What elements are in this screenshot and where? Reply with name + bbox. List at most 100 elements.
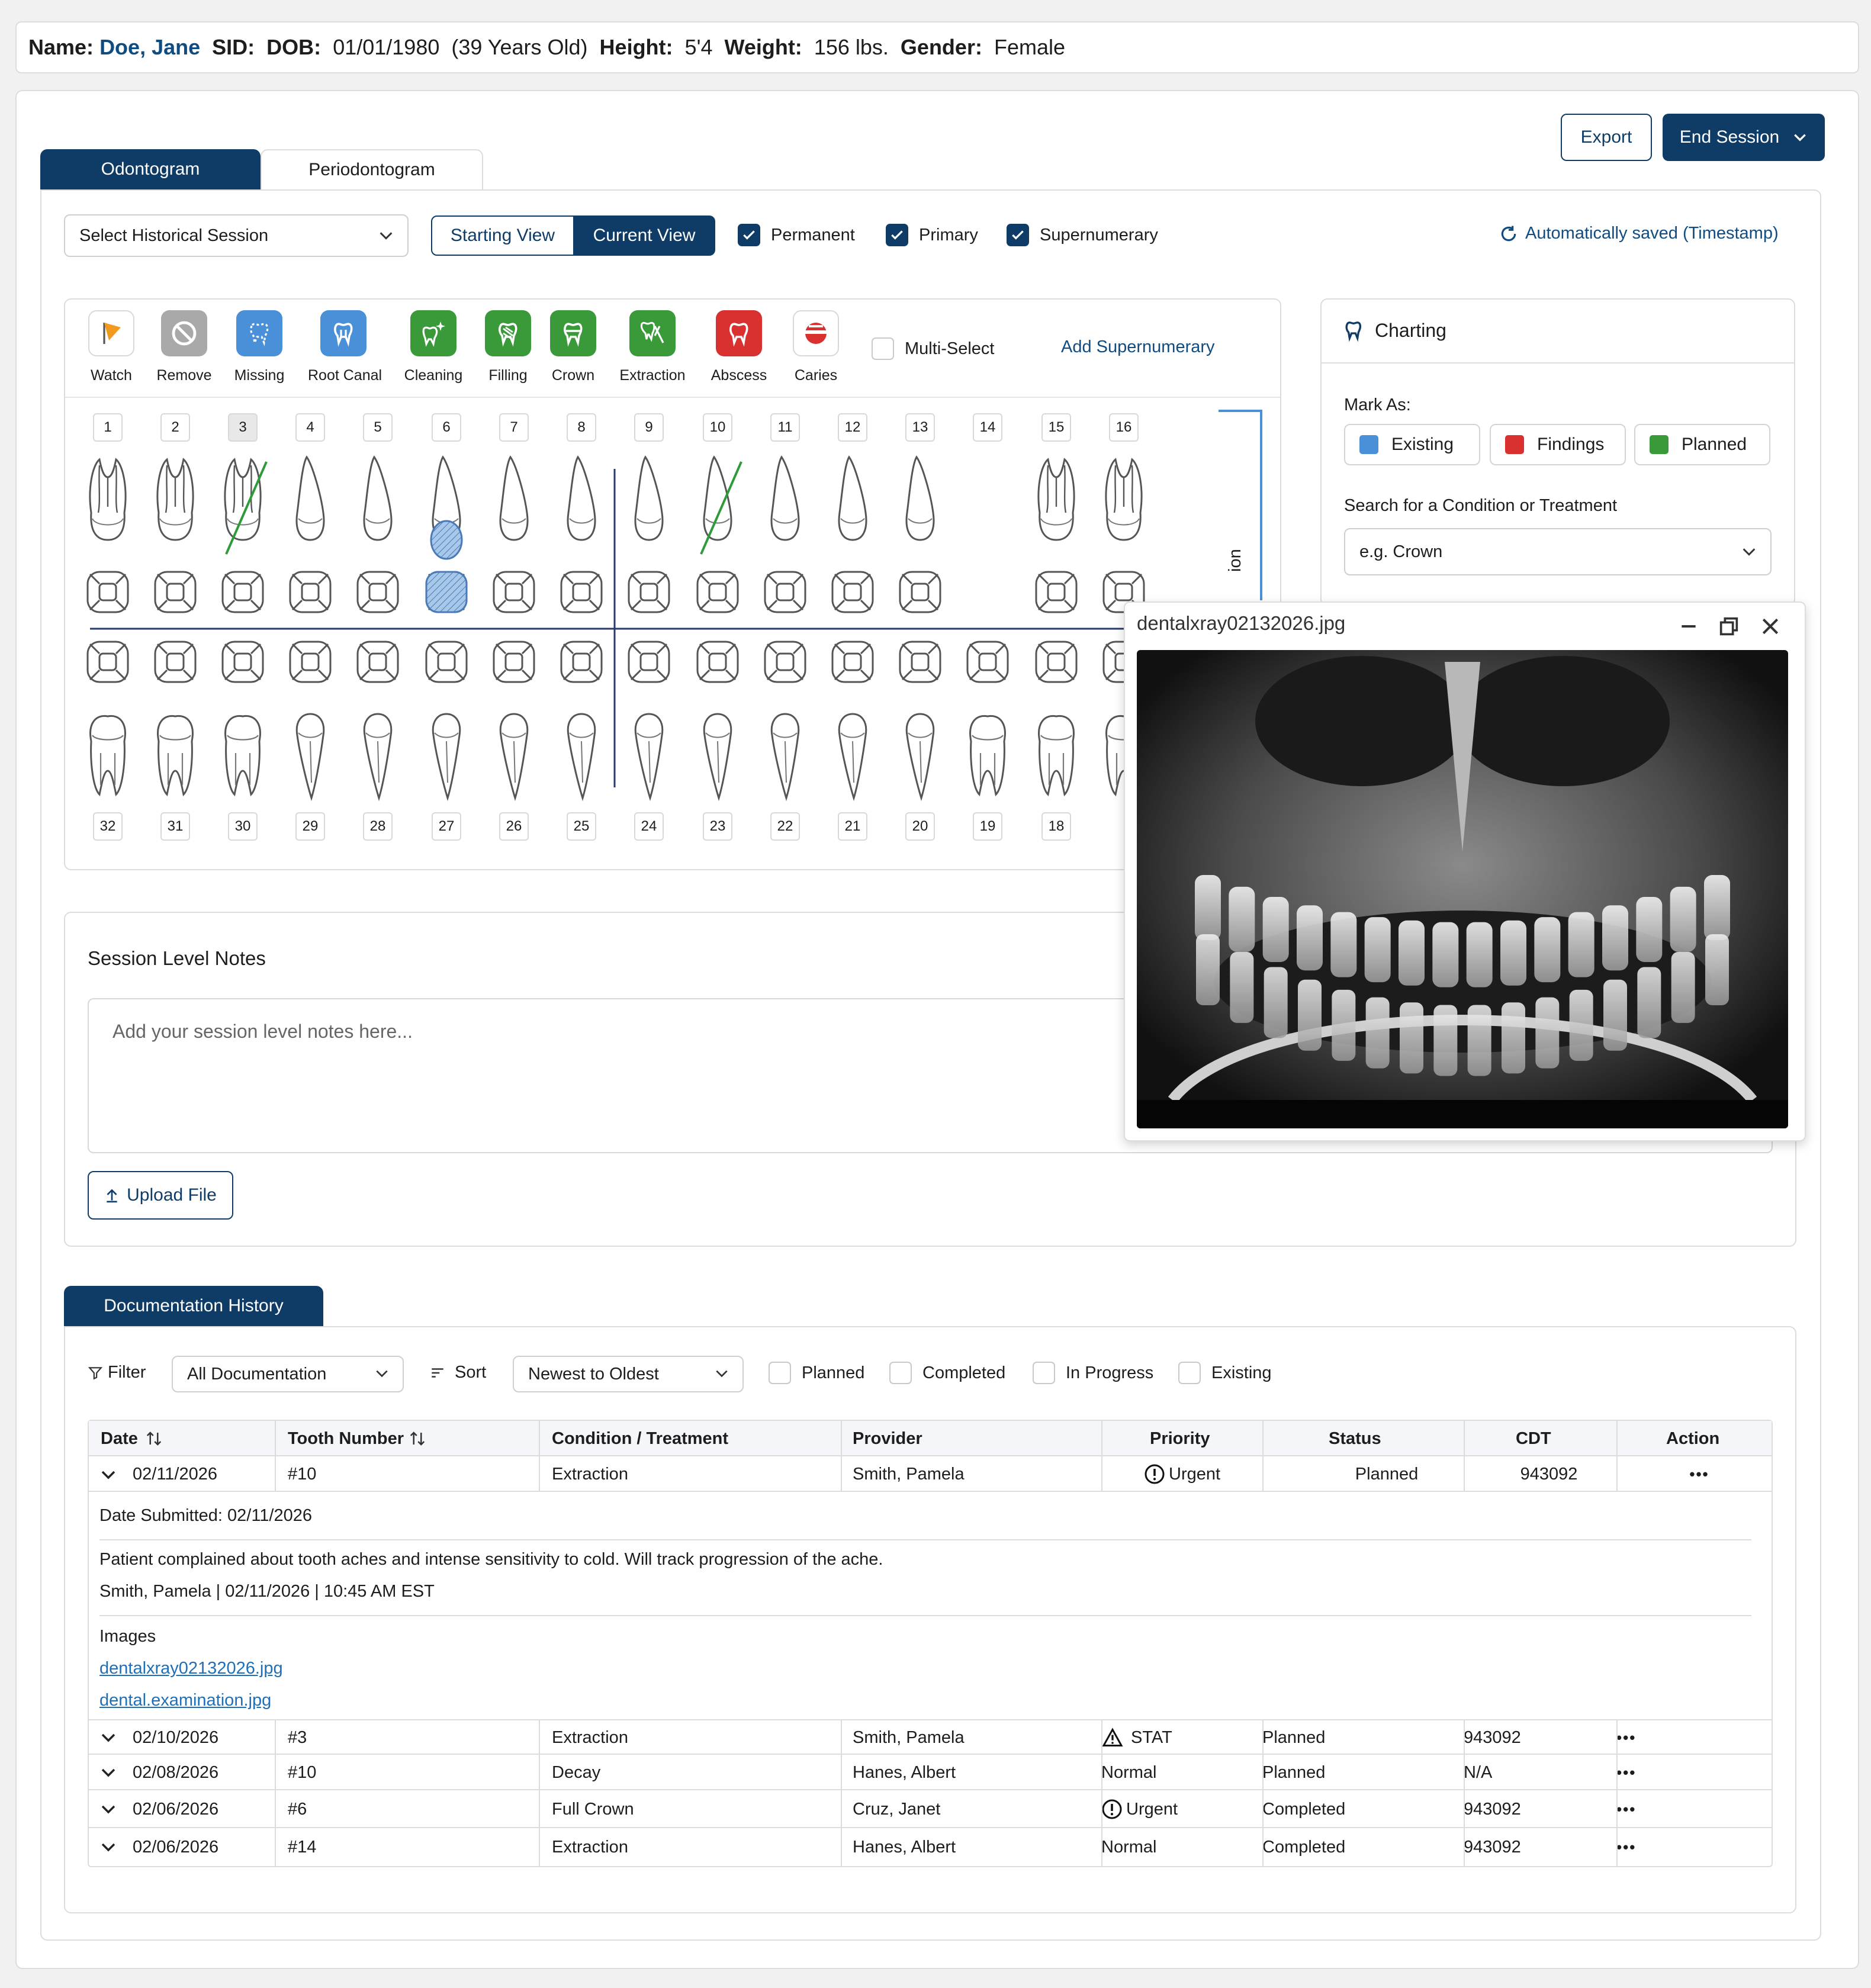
column-tooth-number[interactable]: Tooth Number [288, 1421, 426, 1456]
tooth-24[interactable] [634, 713, 664, 799]
tooth-15[interactable] [1037, 458, 1075, 541]
tool-abscess[interactable]: Abscess [703, 310, 774, 384]
tooth-8[interactable] [567, 456, 596, 541]
tooth-number-28[interactable]: 28 [363, 812, 393, 841]
tab-odontogram[interactable]: Odontogram [40, 149, 261, 189]
tool-remove[interactable]: Remove [149, 310, 220, 384]
tooth-20[interactable] [905, 713, 935, 799]
tooth-22[interactable] [770, 713, 800, 799]
tooth-surface-8[interactable] [560, 571, 603, 613]
tooth-28[interactable] [363, 713, 393, 799]
tooth-number-19[interactable]: 19 [973, 812, 1002, 841]
supernumerary-checkbox[interactable]: Supernumerary [1007, 224, 1158, 246]
filter-planned-checkbox[interactable]: Planned [769, 1362, 864, 1384]
tooth-surface-18[interactable] [1035, 641, 1078, 683]
maximize-icon[interactable] [1717, 615, 1741, 638]
tooth-number-14[interactable]: 14 [973, 413, 1002, 442]
tab-documentation-history[interactable]: Documentation History [64, 1286, 323, 1326]
row-action-menu[interactable]: ••• [1689, 1465, 1709, 1483]
tool-crown[interactable]: Crown [538, 310, 609, 384]
table-row[interactable]: 02/11/2026 #10 Extraction Smith, Pamela … [89, 1456, 1772, 1492]
sort-control[interactable]: Sort [429, 1363, 486, 1382]
tooth-surface-25[interactable] [560, 641, 603, 683]
tooth-surface-5[interactable] [356, 571, 399, 613]
tooth-surface-15[interactable] [1035, 571, 1078, 613]
tooth-9[interactable] [634, 456, 664, 541]
tooth-number-5[interactable]: 5 [363, 413, 393, 442]
tooth-surface-10[interactable] [696, 571, 739, 613]
tooth-3[interactable] [224, 458, 262, 541]
tooth-1[interactable] [89, 458, 127, 541]
add-supernumerary-link[interactable]: Add Supernumerary [1061, 337, 1215, 356]
tooth-surface-3[interactable] [221, 571, 264, 613]
tooth-surface-13[interactable] [899, 571, 941, 613]
tooth-7[interactable] [499, 456, 529, 541]
filter-completed-checkbox[interactable]: Completed [889, 1362, 1005, 1384]
tooth-number-27[interactable]: 27 [432, 812, 461, 841]
tooth-number-32[interactable]: 32 [93, 812, 123, 841]
tooth-surface-11[interactable] [764, 571, 806, 613]
tooth-surface-24[interactable] [628, 641, 670, 683]
tooth-surface-29[interactable] [289, 641, 332, 683]
tooth-29[interactable] [295, 713, 325, 799]
tooth-number-1[interactable]: 1 [93, 413, 123, 442]
tooth-number-16[interactable]: 16 [1109, 413, 1139, 442]
tool-extraction[interactable]: Extraction [617, 310, 688, 384]
chevron-down-icon[interactable] [99, 1800, 117, 1818]
tab-periodontogram[interactable]: Periodontogram [261, 149, 483, 189]
tooth-16[interactable] [1105, 458, 1143, 541]
filter-select[interactable]: All Documentation [172, 1356, 404, 1392]
tooth-surface-1[interactable] [86, 571, 129, 613]
current-view-toggle[interactable]: Current View [573, 215, 715, 256]
upload-file-button[interactable]: Upload File [88, 1171, 233, 1220]
tooth-31[interactable] [157, 715, 194, 796]
historical-session-select[interactable]: Select Historical Session [64, 214, 409, 257]
condition-search-select[interactable]: e.g. Crown [1344, 528, 1772, 575]
mark-findings-button[interactable]: Findings [1490, 424, 1626, 465]
minimize-icon[interactable] [1677, 615, 1700, 638]
tooth-number-8[interactable]: 8 [567, 413, 596, 442]
primary-checkbox[interactable]: Primary [886, 224, 978, 246]
tooth-surface-12[interactable] [831, 571, 874, 613]
tooth-number-18[interactable]: 18 [1041, 812, 1071, 841]
tooth-surface-23[interactable] [696, 641, 739, 683]
table-row[interactable]: 02/10/2026 #3 Extraction Smith, Pamela STAT P… [89, 1719, 1772, 1754]
tooth-number-20[interactable]: 20 [905, 812, 935, 841]
chevron-down-icon[interactable] [99, 1729, 117, 1746]
tooth-number-6[interactable]: 6 [432, 413, 461, 442]
mark-planned-button[interactable]: Planned [1634, 424, 1770, 465]
filter-existing-checkbox[interactable]: Existing [1178, 1362, 1272, 1384]
tooth-number-7[interactable]: 7 [499, 413, 529, 442]
tooth-surface-28[interactable] [356, 641, 399, 683]
tooth-number-29[interactable]: 29 [295, 812, 325, 841]
tooth-4[interactable] [295, 456, 325, 541]
table-row[interactable]: 02/06/2026 #6 Full Crown Cruz, Janet Urgent C… [89, 1789, 1772, 1827]
chevron-down-icon[interactable] [99, 1838, 117, 1856]
tooth-surface-19[interactable] [966, 641, 1009, 683]
tooth-surface-21[interactable] [831, 641, 874, 683]
xray-viewer-window[interactable]: dentalxray02132026.jpg [1124, 601, 1806, 1141]
tooth-18[interactable] [1038, 715, 1075, 796]
tooth-5[interactable] [363, 456, 393, 541]
tooth-26[interactable] [499, 713, 529, 799]
tooth-surface-22[interactable] [764, 641, 806, 683]
tooth-number-3[interactable]: 3 [228, 413, 258, 442]
tooth-19[interactable] [969, 715, 1006, 796]
row-action-menu[interactable]: ••• [1616, 1838, 1637, 1856]
tooth-surface-9[interactable] [628, 571, 670, 613]
chevron-down-icon[interactable] [99, 1764, 117, 1781]
tooth-surface-7[interactable] [493, 571, 535, 613]
tooth-30[interactable] [224, 715, 261, 796]
tooth-10[interactable] [703, 456, 732, 541]
tooth-surface-4[interactable] [289, 571, 332, 613]
chevron-down-icon[interactable] [99, 1466, 117, 1484]
table-row[interactable]: 02/08/2026 #10 Decay Hanes, Albert Normal Pla… [89, 1754, 1772, 1789]
tooth-number-24[interactable]: 24 [634, 812, 664, 841]
tooth-surface-27[interactable] [425, 641, 468, 683]
tooth-23[interactable] [703, 713, 732, 799]
tooth-number-2[interactable]: 2 [160, 413, 190, 442]
sort-select[interactable]: Newest to Oldest [513, 1356, 744, 1392]
end-session-button[interactable]: End Session [1663, 114, 1825, 161]
tooth-number-13[interactable]: 13 [905, 413, 935, 442]
tooth-surface-20[interactable] [899, 641, 941, 683]
